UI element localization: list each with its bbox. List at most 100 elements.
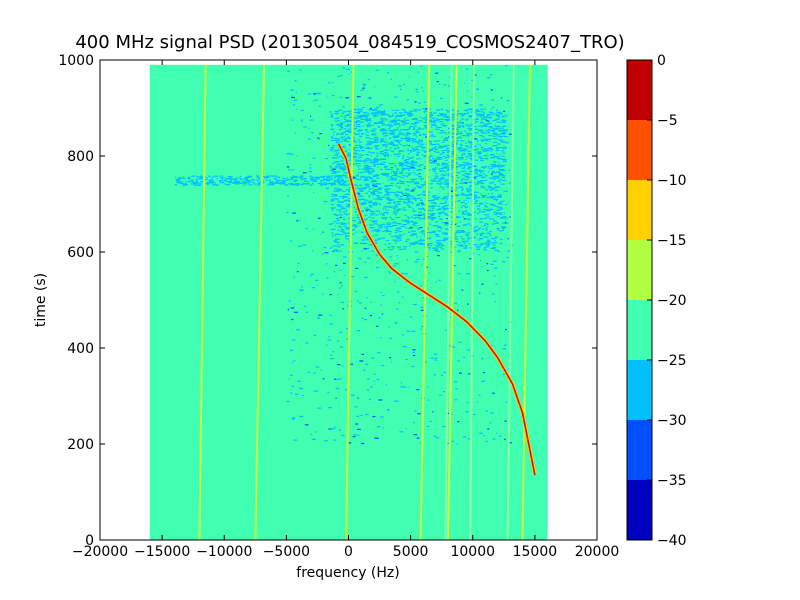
noise-cell (498, 202, 502, 204)
noise-cell (451, 241, 453, 243)
noise-cell (339, 201, 344, 203)
noise-cell (342, 211, 346, 213)
noise-cell (235, 183, 238, 185)
noise-cell (487, 122, 492, 125)
interference-line (345, 64, 355, 541)
noise-cell (406, 239, 410, 241)
noise-cell (354, 153, 359, 155)
noise-cell (329, 111, 332, 113)
noise-cell (340, 285, 343, 287)
noise-cell (457, 230, 461, 232)
noise-cell (485, 143, 487, 145)
noise-cell (378, 317, 381, 319)
noise-cell (402, 207, 406, 209)
noise-cell (374, 202, 378, 204)
noise-cell (400, 134, 402, 136)
noise-cell (450, 145, 455, 147)
noise-cell (387, 246, 391, 248)
noise-cell (432, 411, 434, 413)
noise-cell (398, 131, 402, 133)
noise-cell (381, 163, 384, 165)
noise-cell (500, 166, 502, 168)
noise-cell (434, 198, 439, 200)
noise-cell (402, 167, 407, 169)
noise-cell (354, 117, 359, 119)
noise-cell (392, 221, 396, 223)
noise-cell (395, 323, 397, 325)
noise-cell (363, 248, 367, 250)
noise-cell (441, 141, 445, 143)
noise-cell (390, 182, 394, 184)
noise-cell (486, 216, 490, 218)
noise-cell (388, 233, 392, 235)
noise-cell (490, 164, 492, 166)
noise-cell (482, 196, 485, 198)
noise-cell (503, 212, 506, 214)
noise-cell (437, 183, 441, 185)
noise-cell (401, 166, 404, 168)
noise-cell (387, 222, 392, 224)
noise-cell (454, 265, 456, 267)
noise-cell (439, 121, 444, 123)
noise-cell (441, 132, 447, 134)
noise-cell (356, 214, 360, 216)
noise-cell (438, 279, 441, 281)
noise-cell (357, 199, 361, 201)
noise-cell (432, 158, 435, 160)
noise-cell (382, 174, 387, 176)
noise-cell (467, 167, 473, 169)
noise-cell (290, 183, 294, 186)
noise-cell (353, 111, 359, 114)
noise-cell (403, 194, 407, 196)
noise-cell (466, 273, 470, 275)
noise-cell (446, 179, 449, 181)
noise-cell (344, 233, 346, 235)
noise-cell (397, 119, 400, 121)
noise-cell (429, 119, 432, 121)
noise-cell (408, 205, 410, 207)
noise-cell (426, 266, 428, 268)
noise-cell (449, 190, 454, 192)
noise-cell (479, 203, 484, 205)
noise-cell (496, 175, 500, 177)
noise-cell (432, 247, 436, 249)
noise-cell (348, 239, 350, 242)
noise-cell (453, 187, 459, 189)
noise-cell (364, 214, 367, 217)
noise-cell (315, 390, 319, 392)
noise-cell (385, 228, 389, 230)
noise-cell (485, 410, 488, 412)
noise-cell (380, 112, 384, 114)
noise-cell (481, 136, 485, 138)
noise-cell (476, 182, 482, 184)
noise-cell (493, 119, 497, 121)
noise-cell (433, 247, 438, 249)
noise-cell (349, 111, 351, 113)
noise-cell (353, 132, 356, 134)
noise-cell (464, 179, 466, 181)
noise-cell (357, 116, 362, 118)
noise-cell (375, 267, 379, 269)
noise-cell (407, 200, 410, 202)
noise-cell (311, 177, 316, 179)
noise-cell (480, 186, 483, 189)
noise-cell (342, 138, 344, 140)
noise-cell (315, 176, 319, 178)
noise-cell (334, 150, 339, 152)
noise-cell (433, 135, 436, 138)
noise-cell (412, 354, 416, 357)
noise-cell (357, 217, 360, 219)
noise-cell (357, 121, 362, 123)
noise-cell (379, 126, 381, 128)
noise-cell (462, 212, 465, 214)
noise-cell (330, 246, 333, 248)
noise-cell (394, 129, 399, 131)
noise-cell (440, 123, 444, 125)
noise-cell (335, 124, 340, 126)
noise-cell (366, 146, 370, 148)
noise-cell (368, 109, 374, 111)
noise-cell (440, 247, 443, 249)
noise-cell (415, 236, 419, 238)
noise-cell (445, 119, 450, 121)
noise-cell (241, 180, 246, 183)
